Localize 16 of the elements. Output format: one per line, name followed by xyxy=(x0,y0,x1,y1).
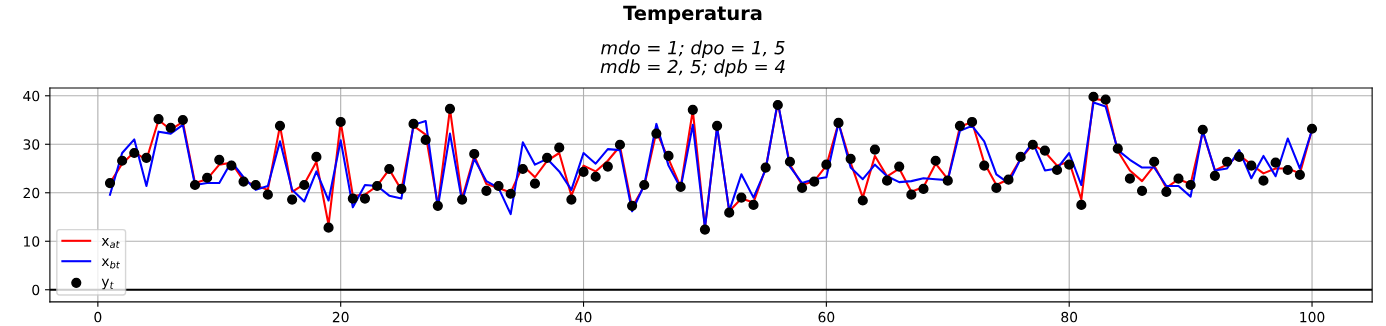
x-tick-label: 40 xyxy=(575,311,592,323)
y-tick-label: 0 xyxy=(32,284,40,296)
legend-label: x$_{at}$ xyxy=(101,238,120,249)
y-tick-label: 10 xyxy=(24,236,40,247)
y-tick-label: 40 xyxy=(23,90,40,102)
x-tick-label: 80 xyxy=(1061,311,1078,323)
x-tick-label: 60 xyxy=(818,311,835,323)
chart-title: Temperatura xyxy=(623,5,762,25)
legend-label: x$_{bt}$ xyxy=(101,258,120,269)
x-tick-label: 20 xyxy=(332,311,349,323)
y-tick-label: 30 xyxy=(23,139,40,150)
x-tick-label: 0 xyxy=(94,311,102,323)
legend-label: y$_{t}$ xyxy=(101,278,114,290)
chart-subtitle: mdo = 1; dpo = 1, 5 mdb = 2, 5; dpb = 4 xyxy=(600,40,785,77)
y-tick-label: 20 xyxy=(23,187,40,199)
x-tick-label: 100 xyxy=(1300,311,1325,323)
